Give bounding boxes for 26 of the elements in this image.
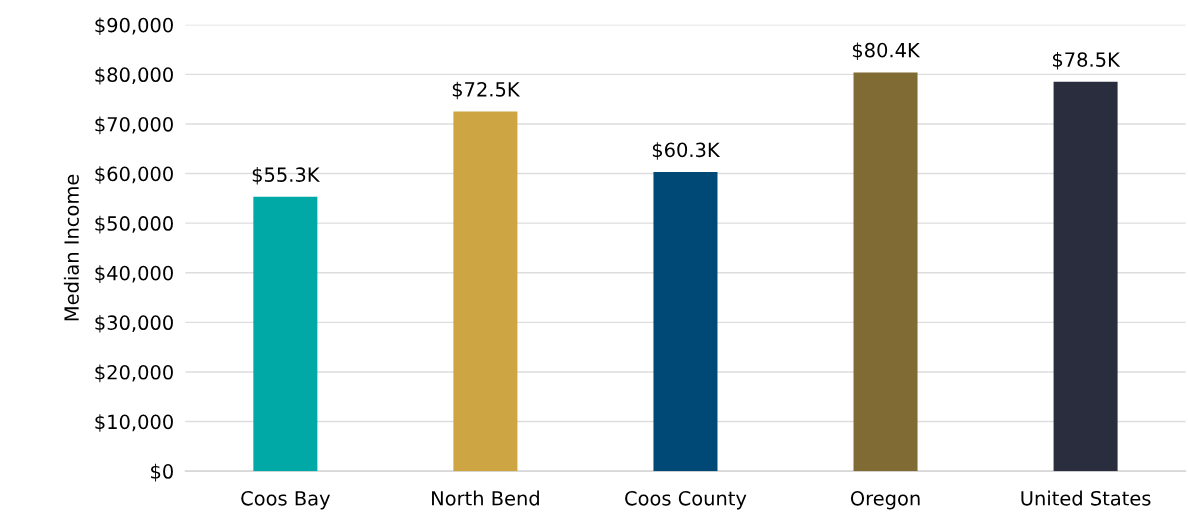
data-label: $78.5K (1053, 51, 1121, 70)
bar (253, 196, 318, 472)
y-tick-label: $0 (151, 463, 173, 482)
y-tick-label: $20,000 (95, 364, 173, 383)
x-tick-label: Coos County (625, 490, 747, 510)
y-axis-title: Median Income (63, 174, 79, 321)
y-tick-label: $70,000 (95, 116, 173, 135)
bar (1053, 81, 1118, 472)
data-label: $55.3K (252, 166, 320, 185)
data-label: $72.5K (452, 81, 521, 100)
x-tick-label: North Bend (432, 490, 539, 506)
x-tick-label: United States (1021, 490, 1151, 506)
y-tick-label: $90,000 (95, 17, 173, 36)
bar (853, 72, 918, 472)
y-tick-label: $10,000 (95, 414, 173, 432)
y-tick-label: $80,000 (95, 66, 173, 85)
x-tick-label: Oregon (850, 490, 920, 510)
bar (653, 172, 718, 472)
y-tick-label: $30,000 (95, 314, 173, 333)
data-label: $80.4K (852, 42, 921, 61)
y-tick-label: $60,000 (95, 166, 173, 184)
y-tick-label: $40,000 (95, 265, 173, 283)
bar (453, 111, 518, 472)
data-label: $60.3K (652, 142, 721, 160)
x-tick-label: Coos Bay (241, 490, 330, 510)
y-tick-label: $50,000 (95, 215, 173, 234)
